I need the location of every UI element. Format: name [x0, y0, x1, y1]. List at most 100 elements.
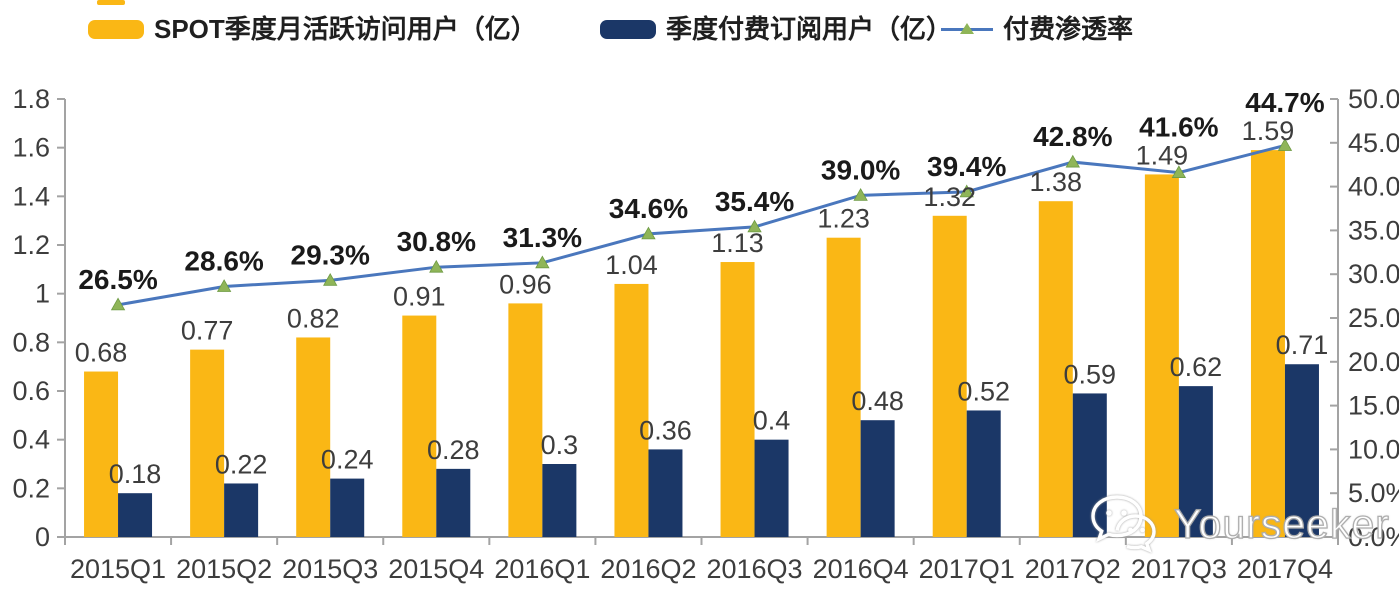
subs-bar-2016Q4 — [860, 420, 895, 537]
legend-mau-swatch — [88, 19, 144, 39]
y-axis-left-label: 0.4 — [12, 425, 50, 455]
x-axis-label: 2017Q3 — [1131, 554, 1227, 584]
penetration-marker-2016Q3 — [747, 219, 762, 233]
penetration-marker-2015Q4 — [429, 259, 444, 273]
x-axis-label: 2015Q1 — [70, 554, 166, 584]
subs-bar-2015Q4 — [436, 468, 471, 537]
x-axis-label: 2015Q3 — [282, 554, 378, 584]
mau-bar-2015Q2 — [190, 349, 225, 537]
mau-bar-2016Q3 — [720, 262, 755, 537]
penetration-marker-2016Q1 — [535, 255, 550, 269]
penetration-marker-2015Q2 — [216, 279, 232, 292]
legend-subs-swatch — [600, 19, 656, 39]
subs-bar-2017Q3 — [1178, 386, 1213, 537]
y-axis-right-label: 30.0% — [1348, 259, 1399, 289]
subs-value-label: 0.3 — [541, 430, 579, 460]
mau-value-label: 1.49 — [1136, 140, 1189, 170]
subs-value-label: 0.52 — [957, 376, 1010, 406]
y-axis-left-label: 1.8 — [12, 84, 50, 114]
mau-value-label: 1.13 — [711, 228, 764, 258]
legend-subs-label: 季度付费订阅用户（亿） — [666, 14, 953, 44]
subs-value-label: 0.62 — [1170, 352, 1223, 382]
subs-bar-2015Q1 — [118, 493, 153, 537]
triangle-marker-shape — [960, 22, 974, 34]
x-axis-label: 2017Q2 — [1025, 554, 1121, 584]
subs-value-label: 0.4 — [753, 406, 791, 436]
legend-penetration-swatch — [941, 22, 993, 34]
penetration-value-label: 30.8% — [397, 226, 476, 257]
mau-bar-2016Q2 — [614, 283, 649, 537]
cropped-swatch-artifact — [97, 0, 125, 5]
penetration-value-label: 31.3% — [503, 222, 582, 253]
mau-bar-2017Q4 — [1250, 150, 1285, 537]
legend-item-mau: SPOT季度月活跃访问用户（亿） — [88, 14, 537, 44]
penetration-marker-2015Q3 — [323, 273, 338, 286]
y-axis-left-label: 1.2 — [12, 230, 50, 260]
mau-value-label: 0.91 — [393, 282, 446, 312]
mau-value-label: 0.77 — [181, 316, 234, 346]
subs-value-label: 0.28 — [427, 435, 480, 465]
y-axis-right-label: 5.0% — [1348, 478, 1399, 508]
penetration-marker-2017Q2 — [1065, 154, 1080, 168]
subs-bar-2016Q1 — [542, 464, 577, 537]
x-axis-label: 2016Q3 — [706, 554, 802, 584]
subs-bar-2017Q2 — [1072, 393, 1107, 537]
subs-value-label: 0.59 — [1064, 359, 1117, 389]
legend-item-subs: 季度付费订阅用户（亿） — [600, 14, 953, 44]
mau-value-label: 0.82 — [287, 303, 340, 333]
subs-bar-2015Q3 — [330, 478, 365, 537]
mau-value-label: 0.96 — [499, 269, 552, 299]
penetration-value-label: 29.3% — [291, 239, 370, 270]
penetration-value-label: 26.5% — [78, 264, 157, 295]
subs-value-label: 0.71 — [1276, 330, 1329, 360]
subs-value-label: 0.22 — [215, 449, 268, 479]
mau-bar-2015Q1 — [84, 371, 119, 537]
subs-bar-2016Q2 — [648, 449, 683, 537]
penetration-value-label: 39.0% — [821, 154, 900, 185]
x-axis-label: 2017Q1 — [919, 554, 1015, 584]
penetration-value-label: 44.7% — [1245, 87, 1324, 118]
legend-mau-label: SPOT季度月活跃访问用户（亿） — [154, 14, 537, 44]
mau-value-label: 1.38 — [1030, 167, 1083, 197]
subs-value-label: 0.48 — [851, 386, 904, 416]
penetration-marker-2017Q1 — [959, 184, 974, 198]
penetration-marker-2016Q4 — [853, 188, 868, 201]
y-axis-left-label: 0 — [35, 522, 50, 552]
x-axis-label: 2016Q2 — [600, 554, 696, 584]
y-axis-right-label: 40.0% — [1348, 172, 1399, 202]
penetration-marker-2015Q1 — [110, 297, 126, 311]
y-axis-left-label: 0.8 — [12, 327, 50, 357]
x-axis-label: 2017Q4 — [1237, 554, 1333, 584]
mau-bar-2017Q1 — [932, 215, 967, 538]
legend-item-penetration: 付费渗透率 — [941, 14, 1134, 44]
penetration-value-label: 35.4% — [715, 186, 794, 217]
penetration-line — [117, 143, 1286, 307]
mau-bar-2015Q3 — [296, 337, 331, 537]
y-axis-right-label: 35.0% — [1348, 215, 1399, 245]
subs-value-label: 0.18 — [109, 459, 162, 489]
x-axis-label: 2015Q4 — [388, 554, 484, 584]
y-axis-left-label: 1.4 — [12, 181, 50, 211]
subs-bar-2017Q1 — [966, 410, 1001, 537]
mau-value-label: 1.59 — [1242, 116, 1295, 146]
y-axis-right-label: 45.0% — [1348, 128, 1399, 158]
mau-bar-2016Q4 — [826, 237, 861, 537]
subs-bar-2015Q2 — [224, 483, 259, 537]
y-axis-left-label: 1.6 — [12, 133, 50, 163]
x-axis-label: 2016Q4 — [813, 554, 909, 584]
penetration-value-label: 34.6% — [609, 193, 688, 224]
legend-penetration-label: 付费渗透率 — [1003, 14, 1134, 44]
y-axis-left-label: 0.6 — [12, 376, 50, 406]
x-axis-label: 2016Q1 — [494, 554, 590, 584]
mau-value-label: 1.32 — [923, 182, 976, 212]
y-axis-right-label: 20.0% — [1348, 347, 1399, 377]
x-axis-label: 2015Q2 — [176, 554, 272, 584]
subs-bar-2016Q3 — [754, 439, 789, 537]
penetration-marker-2017Q3 — [1171, 165, 1187, 178]
mau-bar-2017Q3 — [1144, 174, 1179, 537]
y-axis-right-label: 15.0% — [1348, 391, 1399, 421]
mau-value-label: 1.23 — [817, 204, 870, 234]
subs-bar-2017Q4 — [1284, 364, 1319, 537]
